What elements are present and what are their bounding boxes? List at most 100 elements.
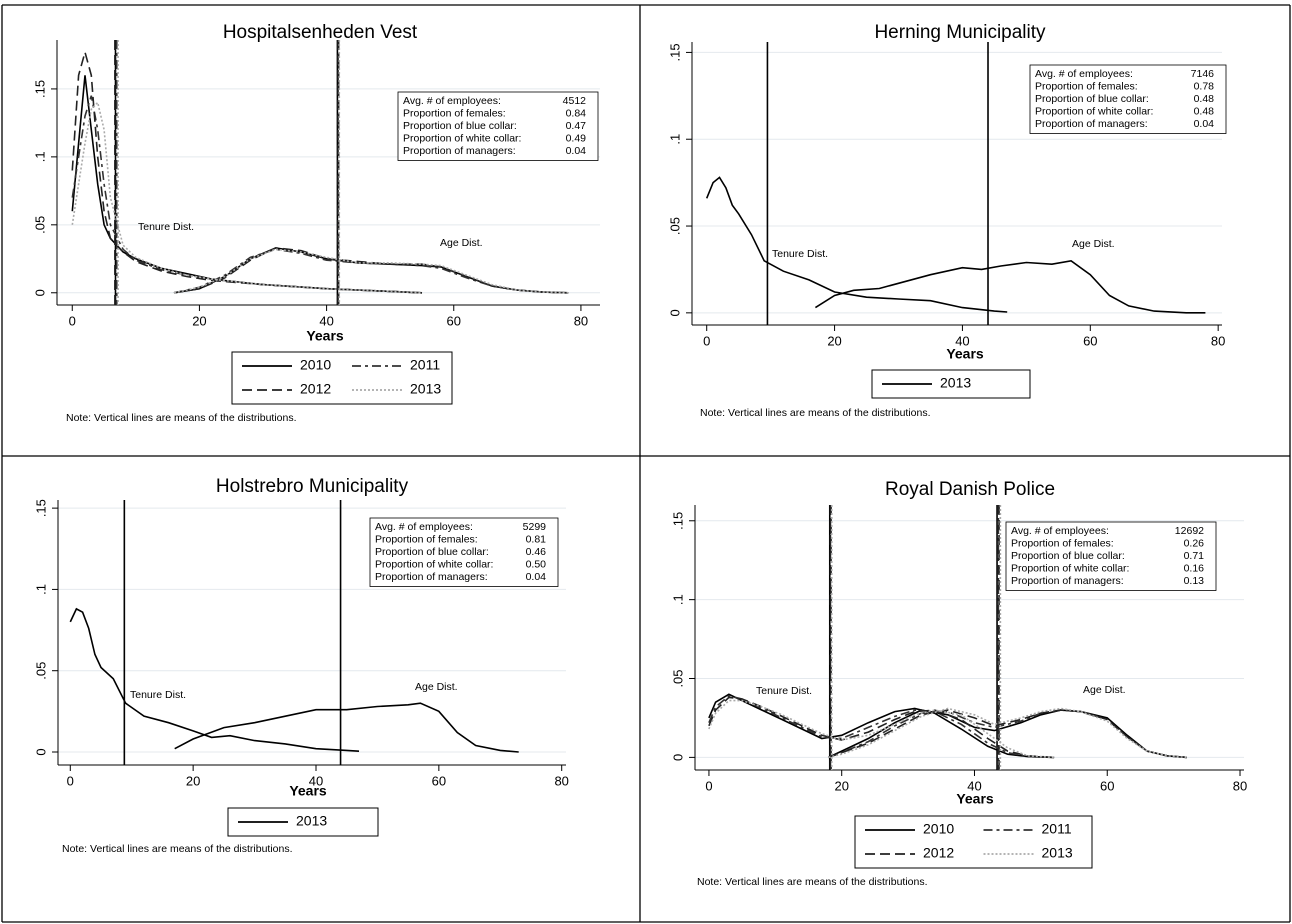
x-tick-label: 40 bbox=[967, 778, 981, 793]
legend-label: 2010 bbox=[300, 357, 331, 373]
stats-label: Avg. # of employees: bbox=[375, 521, 473, 533]
x-tick-label: 20 bbox=[186, 773, 200, 788]
stats-label: Proportion of blue collar: bbox=[1035, 93, 1149, 105]
chart: Herning Municipality 0 .05 .1 .15 0 20 40 60 80 Ye… bbox=[667, 22, 1227, 419]
stats-value: 0.46 bbox=[526, 546, 547, 558]
x-tick-label: 20 bbox=[834, 778, 848, 793]
legend-label: 2012 bbox=[923, 845, 954, 861]
y-tick-label: .1 bbox=[32, 151, 47, 162]
stats-label: Proportion of blue collar: bbox=[403, 120, 517, 132]
stats-label: Proportion of white collar: bbox=[1011, 562, 1129, 574]
stats-label: Proportion of managers: bbox=[403, 145, 516, 157]
y-tick-label: .15 bbox=[670, 512, 685, 530]
chart: Holstrebro Municipality 0 .05 .1 .15 0 20 40 60 8… bbox=[33, 476, 568, 855]
note: Note: Vertical lines are means of the di… bbox=[62, 843, 293, 855]
chart-title: Herning Municipality bbox=[874, 22, 1046, 43]
tenure-curve bbox=[708, 696, 1055, 759]
age-curve bbox=[173, 248, 569, 294]
age-curve bbox=[814, 259, 1206, 314]
stats-value: 0.04 bbox=[566, 145, 587, 157]
annotation: Age Dist. bbox=[1083, 684, 1126, 696]
legend-label: 2010 bbox=[923, 821, 954, 837]
y-tick-label: 0 bbox=[670, 754, 685, 761]
stats-value: 0.78 bbox=[1194, 80, 1215, 92]
x-axis-label: Years bbox=[289, 783, 327, 799]
legend-label: 2013 bbox=[410, 381, 441, 397]
x-tick-label: 0 bbox=[705, 778, 712, 793]
note: Note: Vertical lines are means of the di… bbox=[697, 876, 928, 888]
y-tick-label: 0 bbox=[33, 748, 48, 755]
stats-value: 4512 bbox=[563, 95, 587, 107]
x-tick-label: 0 bbox=[69, 313, 76, 328]
stats-label: Proportion of white collar: bbox=[403, 132, 521, 144]
stats-label: Proportion of blue collar: bbox=[1011, 550, 1125, 562]
x-tick-label: 80 bbox=[1233, 778, 1247, 793]
x-tick-label: 60 bbox=[432, 773, 446, 788]
age-curve bbox=[828, 709, 1187, 759]
age-curve bbox=[828, 709, 1187, 759]
x-axis-label: Years bbox=[306, 328, 344, 344]
stats-value: 0.48 bbox=[1194, 93, 1215, 105]
stats-label: Proportion of blue collar: bbox=[375, 546, 489, 558]
y-tick-label: .05 bbox=[32, 216, 47, 234]
x-tick-label: 80 bbox=[574, 313, 588, 328]
annotation: Tenure Dist. bbox=[138, 221, 194, 233]
x-tick-label: 20 bbox=[827, 333, 841, 348]
y-tick-label: .15 bbox=[33, 499, 48, 517]
stats-value: 0.49 bbox=[566, 132, 587, 144]
legend-label: 2011 bbox=[1042, 821, 1072, 837]
note: Note: Vertical lines are means of the di… bbox=[66, 412, 297, 424]
y-tick-label: .15 bbox=[667, 43, 682, 61]
stats-value: 0.81 bbox=[526, 533, 547, 545]
stats-label: Proportion of managers: bbox=[1011, 575, 1124, 587]
note: Note: Vertical lines are means of the di… bbox=[700, 407, 931, 419]
tenure-curve bbox=[705, 176, 1008, 313]
stats-label: Proportion of managers: bbox=[1035, 118, 1148, 130]
legend-box bbox=[231, 351, 453, 405]
stats-label: Avg. # of employees: bbox=[1011, 525, 1109, 537]
x-axis-label: Years bbox=[956, 791, 994, 807]
annotation: Age Dist. bbox=[1072, 238, 1115, 250]
y-tick-label: 0 bbox=[667, 309, 682, 316]
x-tick-label: 80 bbox=[1211, 333, 1225, 348]
x-tick-label: 60 bbox=[447, 313, 461, 328]
legend-box bbox=[854, 815, 1093, 869]
age-curve bbox=[828, 709, 1187, 759]
stats-label: Avg. # of employees: bbox=[403, 95, 501, 107]
tenure-curve bbox=[71, 49, 423, 294]
chart: Hospitalsenheden Vest 0 .05 .1 .15 0 20 40 60 80 Y… bbox=[32, 22, 600, 424]
chart: Royal Danish Police 0 .05 .1 .15 0 20 40 60 80 Yea… bbox=[670, 479, 1247, 888]
stats-label: Proportion of females: bbox=[1035, 80, 1138, 92]
stats-value: 0.50 bbox=[526, 558, 547, 570]
stats-label: Proportion of white collar: bbox=[1035, 105, 1153, 117]
stats-value: 0.84 bbox=[566, 107, 587, 119]
stats-box bbox=[1029, 64, 1227, 134]
x-tick-label: 60 bbox=[1083, 333, 1097, 348]
x-tick-label: 20 bbox=[192, 313, 206, 328]
chart-title: Royal Danish Police bbox=[885, 479, 1055, 500]
legend-label: 2013 bbox=[1042, 845, 1073, 861]
stats-label: Proportion of females: bbox=[1011, 537, 1114, 549]
stats-value: 0.04 bbox=[1194, 118, 1215, 130]
stats-value: 0.48 bbox=[1194, 105, 1215, 117]
legend-label: 2013 bbox=[940, 375, 971, 391]
stats-value: 12692 bbox=[1175, 525, 1204, 537]
y-tick-label: .15 bbox=[32, 80, 47, 98]
stats-value: 0.13 bbox=[1184, 575, 1205, 587]
y-tick-label: .05 bbox=[667, 217, 682, 235]
annotation: Age Dist. bbox=[415, 681, 458, 693]
stats-box bbox=[397, 91, 599, 161]
x-tick-label: 80 bbox=[554, 773, 568, 788]
x-tick-label: 40 bbox=[319, 313, 333, 328]
tenure-curve bbox=[71, 100, 423, 294]
x-tick-label: 40 bbox=[955, 333, 969, 348]
chart-title: Holstrebro Municipality bbox=[216, 476, 409, 497]
stats-label: Proportion of females: bbox=[403, 107, 506, 119]
annotation: Tenure Dist. bbox=[772, 248, 828, 260]
tenure-curve bbox=[708, 693, 1055, 759]
annotation: Tenure Dist. bbox=[756, 685, 812, 697]
table-borders bbox=[1, 4, 1291, 923]
annotation: Tenure Dist. bbox=[130, 689, 186, 701]
stats-box bbox=[1005, 521, 1217, 591]
